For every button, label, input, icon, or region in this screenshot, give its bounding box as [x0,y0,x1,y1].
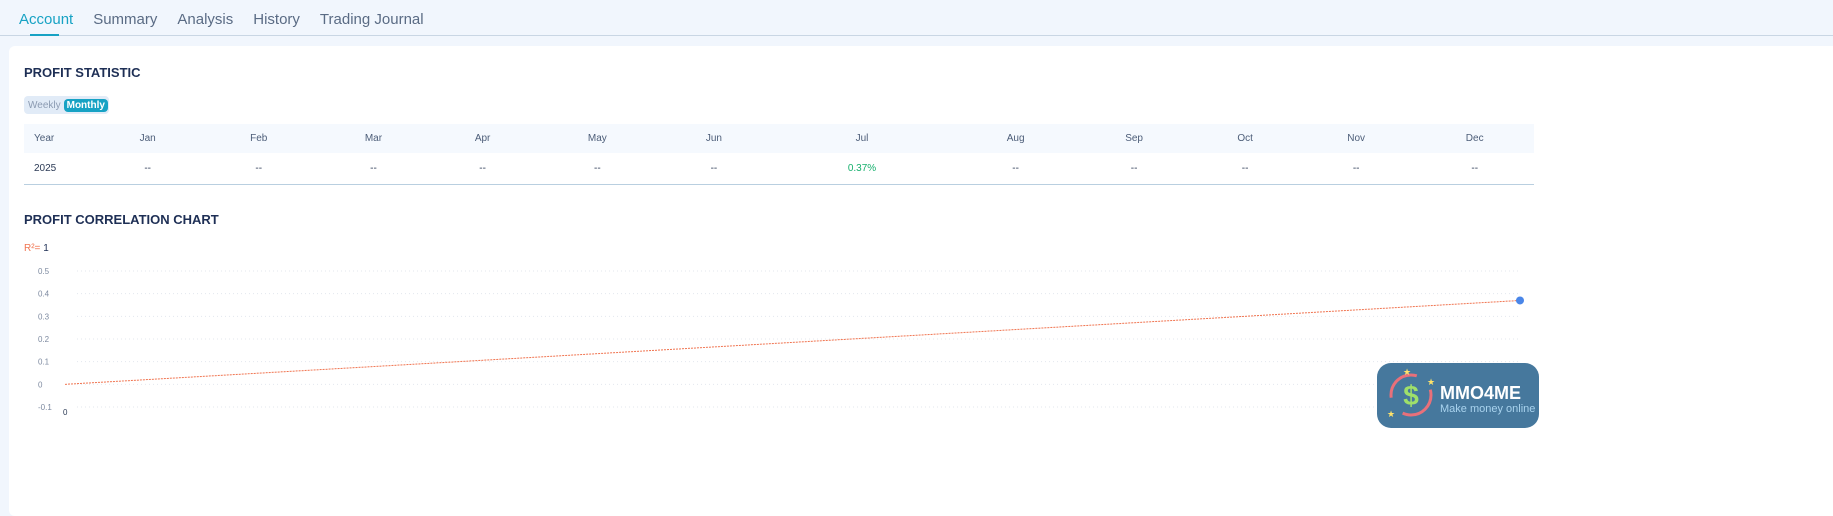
data-point[interactable] [1516,296,1524,305]
y-tick-label: 0.3 [38,312,50,321]
table-cell: -- [1415,153,1534,185]
y-tick-label: 0.2 [38,335,50,344]
column-header: Year [24,124,94,153]
tab-analysis[interactable]: Analysis [177,11,234,28]
svg-text:$: $ [1403,380,1419,411]
y-tick-label: 0 [38,380,43,389]
tab-history[interactable]: History [253,11,300,28]
table-cell: -- [316,153,431,185]
tab-summary[interactable]: Summary [93,11,158,28]
correlation-title: PROFIT CORRELATION CHART [24,212,219,227]
dollar-logo-icon: $ ★ ★ ★ [1387,367,1435,419]
table-cell: -- [94,153,202,185]
column-header: Apr [430,124,535,153]
weekly-toggle[interactable]: Weekly [28,99,61,111]
table-cell: -- [956,153,1075,185]
period-toggle: Weekly Monthly [24,96,109,114]
column-header: Dec [1415,124,1534,153]
y-tick-label: 0.4 [38,290,50,299]
tab-trading-journal[interactable]: Trading Journal [319,11,424,28]
y-tick-label: 0.1 [38,358,50,367]
svg-text:★: ★ [1403,367,1411,377]
profit-statistic-title: PROFIT STATISTIC [24,65,141,80]
logo-brand: MMO4ME [1440,383,1521,403]
y-tick-label: 0.5 [38,267,50,276]
profit-table: Year Jan Feb Mar Apr May Jun Jul Aug Sep Oct Nov Dec… [24,124,1534,185]
table-cell: 0.37% [767,153,957,185]
y-tick-label: -0.1 [38,403,52,412]
svg-text:★: ★ [1387,409,1395,419]
column-header: Feb [201,124,317,153]
column-header: Mar [316,124,431,153]
table-cell: -- [534,153,661,185]
x-tick-label: 0 [63,408,68,417]
correlation-chart: 0.5 0.4 0.3 0.2 0.1 0 -0.1 0 [38,267,1524,417]
r-squared: R²= 1 [24,243,49,254]
column-header: Jul [767,124,957,153]
table-cell: -- [660,153,768,185]
table-cell: -- [430,153,535,185]
column-header: Nov [1296,124,1416,153]
column-header: May [534,124,661,153]
table-cell: -- [1296,153,1416,185]
table-cell: -- [1074,153,1194,185]
column-header: Aug [956,124,1075,153]
tab-account[interactable]: Account [19,0,83,36]
table-cell: 2025 [24,153,94,185]
table-row: 2025 -- -- -- -- -- -- 0.37% -- -- -- -- -- [24,153,1534,185]
column-header: Jan [94,124,202,153]
svg-text:★: ★ [1427,377,1435,387]
r2-label: R²= [24,243,41,254]
mmo4me-logo: $ ★ ★ ★ MMO4ME Make money online [1377,363,1539,428]
monthly-toggle[interactable]: Monthly [63,98,108,112]
table-cell: -- [1193,153,1297,185]
column-header: Jun [660,124,768,153]
r2-value: 1 [43,243,49,254]
table-cell: -- [201,153,317,185]
tab-bar: Account Summary Analysis History Trading Jou… [0,0,1833,36]
column-header: Sep [1074,124,1194,153]
logo-tagline: Make money online [1440,403,1536,415]
account-card: PROFIT STATISTIC Weekly Monthly Year Jan F… [9,46,1833,516]
trend-line [64,299,1521,385]
column-header: Oct [1193,124,1297,153]
